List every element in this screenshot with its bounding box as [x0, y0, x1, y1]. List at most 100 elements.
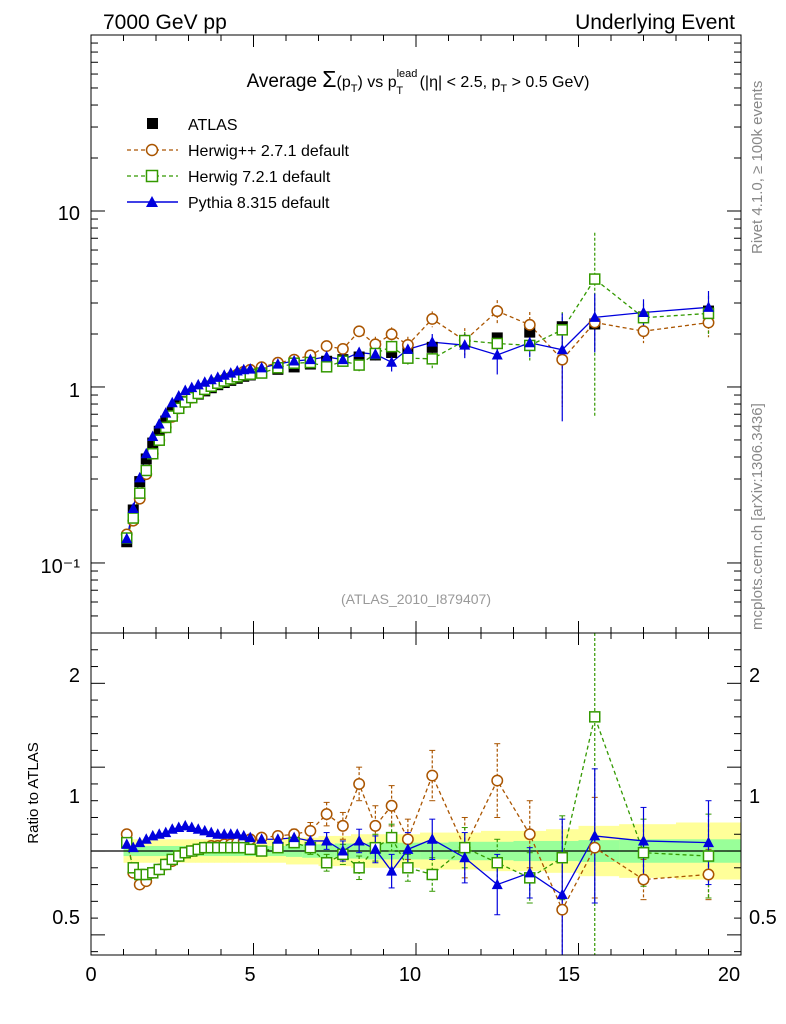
herwigpp-ratio-point [523, 828, 536, 841]
herwig7-ratio-point [637, 846, 650, 859]
pythia-ratio-point [256, 833, 268, 844]
herwigpp-main-point [426, 312, 439, 325]
herwig7-ratio-point [127, 862, 139, 874]
ratio-plot-marks [120, 632, 715, 956]
pythia-ratio-point [321, 834, 333, 846]
pythia-ratio-point [703, 836, 714, 848]
pythia-ratio-point [288, 831, 300, 843]
herwig7-main-point [173, 402, 185, 415]
herwig7-main-point [402, 352, 414, 364]
legend-herwigpp-label: Herwig++ 2.7.1 default [188, 143, 350, 160]
herwigpp-ratio-point [637, 873, 650, 886]
pythia-main-point [402, 343, 414, 354]
pythia-main-point [127, 502, 139, 513]
xtick-label-4: 20 [718, 964, 740, 986]
title-sigma: Σ [322, 66, 336, 92]
herwig7-ratio-point [491, 857, 503, 869]
pythia-ratio-point [402, 843, 414, 854]
ratio-ytick-label-0: 0.5 [52, 907, 80, 929]
legend-pythia-marker [146, 196, 158, 207]
herwig7-main-point [491, 337, 503, 350]
pythia-main-point [426, 336, 438, 347]
atlas-main-point [160, 415, 172, 427]
pythia-main-point [353, 346, 365, 358]
herwig7-ratio-point [353, 862, 365, 874]
atlas-main-point [153, 425, 165, 437]
title-sub-t2: T [396, 85, 403, 97]
pythia-main-point [160, 407, 172, 418]
herwigpp-main-point [336, 343, 349, 355]
herwigpp-ratio-point [385, 799, 398, 812]
legend-atlas-label: ATLAS [188, 117, 238, 134]
herwig7-ratio-point [459, 841, 471, 854]
pythia-ratio-point [638, 834, 649, 846]
atlas-main-point [386, 347, 398, 359]
pythia-main-point [272, 358, 284, 369]
plot-title: Average Σ(pT) vs plead T (|η| < 2.5, pT >… [247, 66, 590, 97]
herwigpp-ratio-point [304, 824, 317, 837]
herwig7-ratio-point [272, 841, 284, 854]
legend: ATLAS Herwig++ 2.7.1 default Herwig 7.2.… [127, 117, 350, 212]
analysis-label: (ATLAS_2010_I879407) [341, 591, 491, 607]
title-sub-t: T [351, 83, 358, 95]
pythia-ratio-point [238, 829, 250, 841]
pythia-main-point [703, 301, 714, 312]
herwig7-ratio-point [320, 857, 333, 869]
legend-herwigpp-marker [145, 143, 159, 157]
pythia-main-point [256, 361, 268, 373]
herwigpp-ratio-point [588, 841, 601, 854]
ratio-ytick-label-1: 1 [69, 786, 80, 808]
side-top-label: Rivet 4.1.0, ≥ 100k events [749, 81, 766, 254]
pythia-main-point [121, 532, 133, 544]
pythia-ratio-point [205, 826, 217, 838]
herwigpp-main-point [385, 328, 398, 341]
herwigpp-ratio-point [556, 903, 569, 916]
herwig7-ratio-point [556, 851, 568, 864]
herwig7-ratio-point [402, 862, 414, 874]
pythia-main-point [304, 353, 316, 365]
pythia-ratio-point [192, 823, 204, 834]
pythia-main-point [321, 350, 333, 362]
herwig7-main-point [134, 487, 146, 499]
pythia-main-point [491, 348, 503, 360]
pythia-ratio-point [459, 851, 471, 863]
pythia-ratio-point [140, 833, 152, 844]
pythia-ratio-point [369, 843, 381, 854]
atlas-main-point [140, 453, 152, 465]
title-sub-t3: T [500, 83, 507, 95]
herwig7-ratio-point [255, 845, 268, 857]
ratio-ylabel: Ratio to ATLAS [25, 742, 42, 843]
legend-herwig7-label: Herwig 7.2.1 default [188, 169, 331, 186]
pythia-main-point [179, 384, 191, 396]
pythia-ratio-point [134, 836, 146, 848]
herwig7-main-point [426, 353, 438, 365]
herwig7-ratio-point [589, 711, 601, 723]
pythia-main-point [459, 339, 471, 350]
main-ytick-label-0: 10⁻¹ [41, 556, 81, 578]
herwigpp-ratio-point [401, 833, 414, 846]
herwigpp-ratio-point [320, 808, 333, 821]
axis-ticks [90, 34, 742, 955]
header-left-label: 7000 GeV pp [103, 11, 227, 34]
herwig7-main-point [127, 512, 139, 524]
main-ytick-label-1: 1 [69, 380, 80, 402]
xtick-label-1: 5 [244, 964, 255, 986]
pythia-main-point [147, 430, 159, 441]
pythia-ratio-point [231, 828, 243, 839]
herwig7-main-point [556, 324, 568, 336]
pythia-ratio-point [127, 841, 139, 853]
pythia-ratio-point [556, 888, 568, 900]
pythia-main-point [140, 447, 152, 459]
pythia-ratio-point [121, 838, 133, 849]
herwig7-ratio-point [702, 850, 715, 862]
herwig7-ratio-point [385, 831, 398, 844]
pythia-main-point [288, 355, 300, 366]
herwigpp-ratio-point [369, 819, 382, 832]
herwigpp-main-line [126, 310, 709, 535]
pythia-ratio-point [186, 821, 198, 833]
xtick-label-2: 10 [399, 964, 421, 986]
title-pt-close: ) [357, 74, 362, 91]
pythia-main-point [556, 343, 568, 355]
title-prefix: Average [247, 71, 323, 92]
pythia-main-point [173, 389, 185, 401]
